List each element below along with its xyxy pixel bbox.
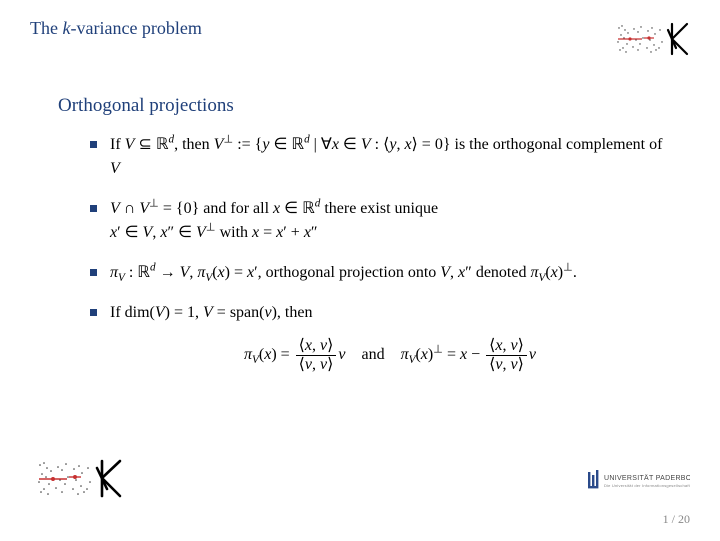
b1-post: is the orthogonal complement of	[451, 136, 663, 153]
uni-tagline: Die Universität der Informationsgesellsc…	[604, 483, 690, 488]
page-total: 20	[678, 512, 690, 526]
b4-d: ), then	[272, 304, 313, 321]
b3-b: denoted	[472, 264, 531, 281]
page-number: 1 / 20	[663, 512, 690, 527]
b4-a: If dim(	[110, 304, 155, 321]
uni-name: UNIVERSITÄT PADERBORN	[604, 474, 690, 482]
bullet-4: If dim(V) = 1, V = span(v), then πV(x) =…	[90, 301, 670, 373]
paderborn-logo-icon: UNIVERSITÄT PADERBORN Die Universität de…	[586, 468, 690, 494]
logo-bottom-left	[34, 456, 126, 507]
b3-a: , orthogonal projection onto	[258, 264, 441, 281]
section-title: Orthogonal projections	[58, 95, 690, 117]
slide-header: The k-variance problem	[30, 18, 690, 39]
page-sep: /	[669, 512, 678, 526]
b1-mid: , then	[174, 136, 214, 153]
bullet-2: V ∩ V⊥ = {0} and for all x ∈ ℝd there ex…	[90, 197, 670, 245]
slide: The k-variance problem	[0, 0, 720, 541]
b2-b: there exist unique	[320, 200, 438, 217]
b2-a: and for all	[199, 200, 273, 217]
bullet-3: πV : ℝd → V, πV(x) = x′, orthogonal proj…	[90, 261, 670, 285]
b4-c: = span(	[213, 304, 265, 321]
university-logo: UNIVERSITÄT PADERBORN Die Universität de…	[586, 468, 690, 499]
header-prefix: The	[30, 18, 62, 38]
b1-pre: If	[110, 136, 125, 153]
content-area: If V ⊆ ℝd, then V⊥ := {y ∈ ℝd | ∀x ∈ V :…	[90, 133, 670, 373]
dotcluster-k-icon	[614, 20, 692, 58]
formula-and: and	[362, 346, 385, 363]
b2-c: with	[216, 224, 252, 241]
header-suffix: -variance problem	[70, 18, 201, 38]
bullet-1: If V ⊆ ℝd, then V⊥ := {y ∈ ℝd | ∀x ∈ V :…	[90, 133, 670, 181]
logo-top-right	[614, 20, 692, 63]
dotcluster-k-icon	[34, 456, 126, 502]
b4-b: ) = 1,	[165, 304, 203, 321]
display-formula: πV(x) = ⟨x, v⟩⟨v, v⟩v and πV(x)⊥ = x − ⟨…	[110, 337, 670, 373]
